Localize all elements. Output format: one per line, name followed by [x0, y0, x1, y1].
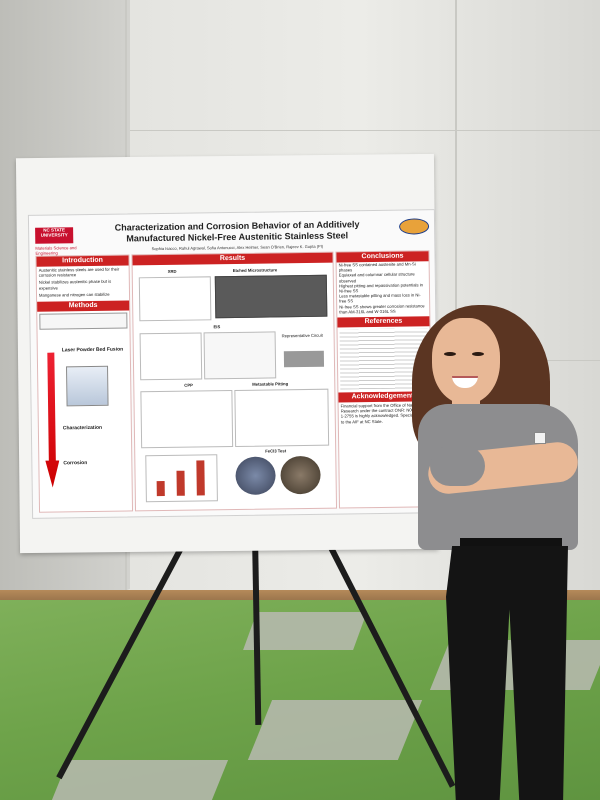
left-column: Introduction Austenitic stainless steels… [35, 254, 134, 513]
sleeve [430, 446, 485, 486]
poster-title: Characterization and Corrosion Behavior … [114, 219, 360, 244]
eis-label: EIS [213, 324, 221, 330]
mass-loss-chart [145, 454, 218, 503]
pitting-chart [234, 388, 330, 447]
carpet-tile [51, 760, 229, 800]
person-face [432, 318, 500, 404]
xrd-chart [138, 276, 212, 322]
eye [444, 352, 456, 356]
composition-table [39, 312, 128, 330]
bar [176, 470, 185, 496]
eis-table [203, 331, 277, 380]
cpp-chart [140, 390, 234, 449]
ncstate-logo: NC STATE UNIVERSITY [35, 227, 74, 244]
corrosion-label: Corrosion [63, 460, 88, 467]
characterization-label: Characterization [62, 424, 103, 432]
research-poster: NC STATE UNIVERSITY Materials Science an… [27, 209, 440, 519]
sample-photo [280, 455, 321, 495]
sample-photo [235, 456, 276, 495]
results-header: Results [132, 252, 333, 266]
pitting-label: Metastable Pitting [252, 381, 289, 387]
eis-chart [139, 332, 203, 381]
fecl3-label: FeCl3 Test [265, 448, 287, 454]
carpet-tile [247, 700, 423, 760]
laser-label: Laser Powder Bed Fusion [61, 346, 124, 354]
wall-seam [455, 0, 457, 590]
process-arrow [44, 352, 60, 487]
results-column: Results XRD Etched Microstructure EIS Re… [131, 251, 338, 512]
bar [196, 460, 205, 496]
cpp-label: CPP [184, 382, 193, 388]
eye [472, 352, 484, 356]
carpet-tile [243, 612, 367, 650]
lpbf-diagram [66, 365, 109, 407]
name-badge [534, 432, 546, 444]
methods-header: Methods [37, 300, 130, 312]
smile [452, 376, 478, 388]
etched-label: Etched Microstructure [232, 267, 278, 274]
intro-bullet: Manganese and nitrogen can stabilize [38, 291, 110, 298]
circuit-diagram [283, 350, 325, 368]
conclusion-bullet: Ni-free SS shows greater corrosion resis… [339, 302, 425, 315]
circuit-label: Representative Circuit [281, 332, 323, 339]
belt [460, 538, 562, 548]
bar [156, 480, 165, 497]
micrograph [214, 274, 328, 319]
xrd-label: XRD [167, 268, 177, 274]
sponsor-logo [398, 218, 430, 235]
references-header: References [337, 316, 430, 328]
wall-seam [130, 130, 600, 131]
